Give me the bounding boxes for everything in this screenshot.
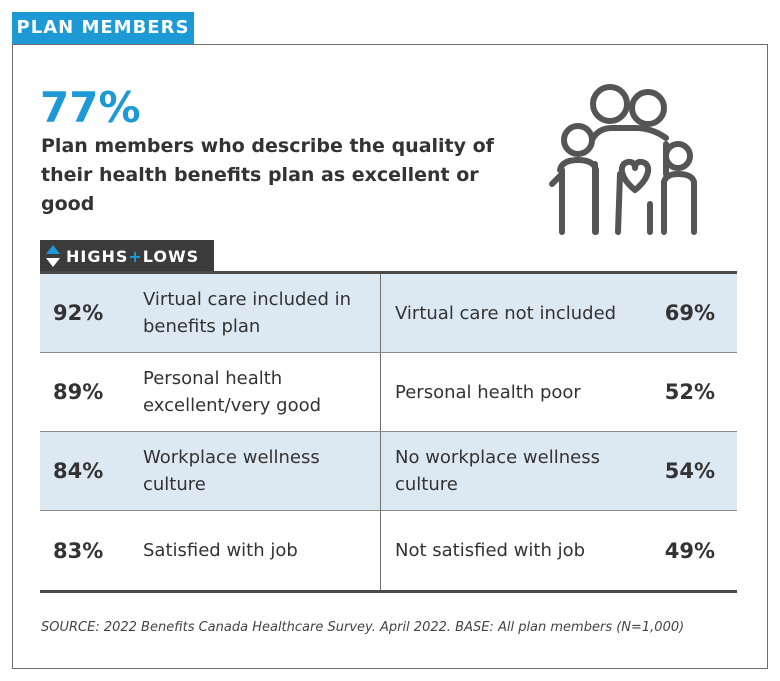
low-label: Virtual care not included xyxy=(395,302,617,324)
table-row: 84% Workplace wellness culture No workpl… xyxy=(40,432,737,511)
headline-description: Plan members who describe the quality of… xyxy=(41,135,494,215)
high-label: Virtual care included in benefits plan xyxy=(143,289,352,337)
section-tab: PLAN MEMBERS xyxy=(12,12,194,44)
high-percentage: 92% xyxy=(53,301,104,325)
high-percentage: 84% xyxy=(53,459,104,483)
high-label: Satisfied with job xyxy=(143,540,298,561)
high-percentage: 89% xyxy=(53,380,104,404)
source-note: SOURCE: 2022 Benefits Canada Healthcare … xyxy=(41,620,685,635)
low-percentage: 54% xyxy=(664,459,715,483)
column-divider xyxy=(380,511,381,590)
table-row: 89% Personal health excellent/very good … xyxy=(40,353,737,432)
column-divider xyxy=(380,274,381,352)
low-percentage: 49% xyxy=(664,538,715,563)
low-percentage: 52% xyxy=(664,380,715,404)
up-down-arrows-icon xyxy=(46,245,60,267)
high-percentage: 83% xyxy=(53,538,104,563)
low-label: Not satisfied with job xyxy=(395,540,586,561)
low-label: Personal health poor xyxy=(395,381,581,403)
low-percentage: 69% xyxy=(664,301,715,325)
headline-stat: 77% xyxy=(40,83,141,132)
highs-lows-label: HIGHS+LOWS xyxy=(66,246,200,266)
highs-lows-header: HIGHS+LOWS xyxy=(40,240,214,272)
content-frame xyxy=(12,44,768,669)
highs-lows-table: 92% Virtual care included in benefits pl… xyxy=(40,271,737,593)
family-heart-icon xyxy=(549,84,697,235)
high-label: Workplace wellness culture xyxy=(143,447,320,495)
high-label: Personal health excellent/very good xyxy=(143,368,322,416)
table-row: 92% Virtual care included in benefits pl… xyxy=(40,274,737,353)
column-divider xyxy=(380,353,381,431)
table-row: 83% Satisfied with job Not satisfied wit… xyxy=(40,511,737,590)
column-divider xyxy=(380,432,381,510)
low-label: No workplace wellness culture xyxy=(395,447,600,495)
